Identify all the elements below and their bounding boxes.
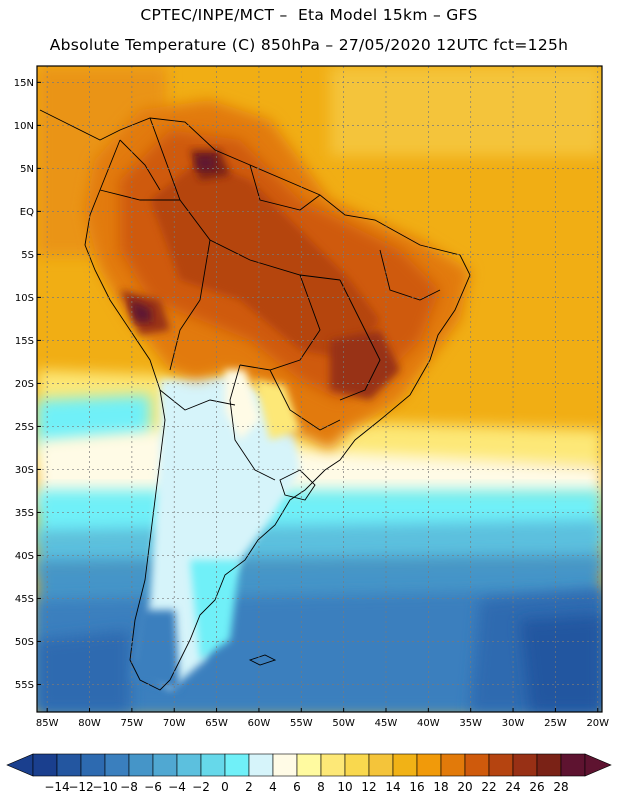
lat-tick-label: 10S xyxy=(15,293,34,304)
colorbar-label: 14 xyxy=(385,780,400,794)
lon-tick-label: 20W xyxy=(586,718,609,729)
colorbar-label: 10 xyxy=(337,780,352,794)
lon-tick-label: 25W xyxy=(544,718,567,729)
colorbar-label: 20 xyxy=(457,780,472,794)
lon-tick-label: 75W xyxy=(121,718,144,729)
lat-tick-label: 20S xyxy=(15,379,34,390)
lon-tick-label: 30W xyxy=(502,718,525,729)
colorbar-swatch xyxy=(224,753,250,777)
colorbar-swatch xyxy=(344,753,370,777)
lat-tick-label: 10N xyxy=(14,121,34,132)
lon-tick-label: 55W xyxy=(290,718,313,729)
colorbar-label: −10 xyxy=(92,780,117,794)
colorbar-label: 18 xyxy=(433,780,448,794)
colorbar-label: 26 xyxy=(529,780,544,794)
lon-tick-label: 60W xyxy=(248,718,271,729)
colorbar-label: 22 xyxy=(481,780,496,794)
lon-tick-label: 50W xyxy=(332,718,355,729)
longitude-axis: 85W 80W 75W 70W 65W 60W 55W 50W 45W 40W 35W 30W 25W 2… xyxy=(36,708,609,729)
colorbar-label: 12 xyxy=(361,780,376,794)
colorbar-label: −14 xyxy=(44,780,69,794)
lon-tick-label: 40W xyxy=(417,718,440,729)
chart-title-line-1: CPTEC/INPE/MCT – Eta Model 15km – GFS xyxy=(140,6,478,24)
colorbar-label: −4 xyxy=(168,780,186,794)
colorbar-swatch xyxy=(320,753,346,777)
colorbar-swatch xyxy=(512,753,538,777)
colorbar-label: 4 xyxy=(269,780,277,794)
colorbar-label: −8 xyxy=(120,780,138,794)
lat-tick-label: 5S xyxy=(21,250,34,261)
lat-tick-label: 25S xyxy=(15,422,34,433)
colorbar-swatch xyxy=(536,753,562,777)
grid-lines xyxy=(37,66,602,712)
colorbar-label: −2 xyxy=(192,780,210,794)
coastline-borders xyxy=(39,109,471,691)
colorbar-swatch xyxy=(200,753,226,777)
colorbar-swatch xyxy=(272,753,298,777)
colorbar-left-arrow xyxy=(6,753,34,777)
colorbar-swatch xyxy=(128,753,154,777)
temperature-field xyxy=(37,66,602,712)
lat-tick-label: 15S xyxy=(15,336,34,347)
colorbar-label: −12 xyxy=(68,780,93,794)
colorbar-label: 8 xyxy=(317,780,325,794)
lat-tick-label: 5N xyxy=(20,164,34,175)
colorbar-label: 2 xyxy=(245,780,253,794)
chart-title-line-2: Absolute Temperature (C) 850hPa – 27/05/… xyxy=(49,36,569,54)
lon-tick-label: 70W xyxy=(163,718,186,729)
colorbar-label: 24 xyxy=(505,780,520,794)
colorbar-label: 16 xyxy=(409,780,424,794)
colorbar-swatch xyxy=(104,753,130,777)
lat-tick-label: 35S xyxy=(15,508,34,519)
lat-tick-label: 55S xyxy=(15,680,34,691)
lat-tick-label: 50S xyxy=(15,637,34,648)
colorbar-swatch xyxy=(248,753,274,777)
colorbar-swatch xyxy=(80,753,106,777)
colorbar-swatch xyxy=(464,753,490,777)
lon-tick-label: 80W xyxy=(78,718,101,729)
colorbar-label: 28 xyxy=(553,780,568,794)
colorbar-label: 6 xyxy=(293,780,301,794)
latitude-axis: 15N 10N 5N EQ 5S 10S 15S 20S 25S 30S 35S 40S 45S 50S 5… xyxy=(14,78,41,691)
lat-tick-label: EQ xyxy=(20,207,34,218)
colorbar: −14−12−10 −8 −6 −4 −2 0 2 4 6 8 10 12 14 16 18 20 22 24 26… xyxy=(6,753,612,794)
lat-tick-label: 40S xyxy=(15,551,34,562)
colorbar-right-arrow xyxy=(584,753,612,777)
colorbar-swatch xyxy=(488,753,514,777)
lon-tick-label: 45W xyxy=(375,718,398,729)
plot-frame xyxy=(36,65,603,713)
lat-tick-label: 15N xyxy=(14,78,34,89)
colorbar-swatch xyxy=(368,753,394,777)
colorbar-swatch xyxy=(296,753,322,777)
lat-tick-label: 30S xyxy=(15,465,34,476)
colorbar-label: 0 xyxy=(221,780,229,794)
colorbar-label: −6 xyxy=(144,780,162,794)
colorbar-swatch xyxy=(416,753,442,777)
lon-tick-label: 35W xyxy=(459,718,482,729)
colorbar-swatch xyxy=(56,753,82,777)
lat-tick-label: 45S xyxy=(15,594,34,605)
colorbar-swatch xyxy=(176,753,202,777)
colorbar-swatch xyxy=(440,753,466,777)
colorbar-swatch xyxy=(560,753,586,777)
lon-tick-label: 85W xyxy=(36,718,59,729)
colorbar-swatch xyxy=(392,753,418,777)
colorbar-swatch xyxy=(32,753,58,777)
lon-tick-label: 65W xyxy=(205,718,228,729)
colorbar-swatch xyxy=(152,753,178,777)
